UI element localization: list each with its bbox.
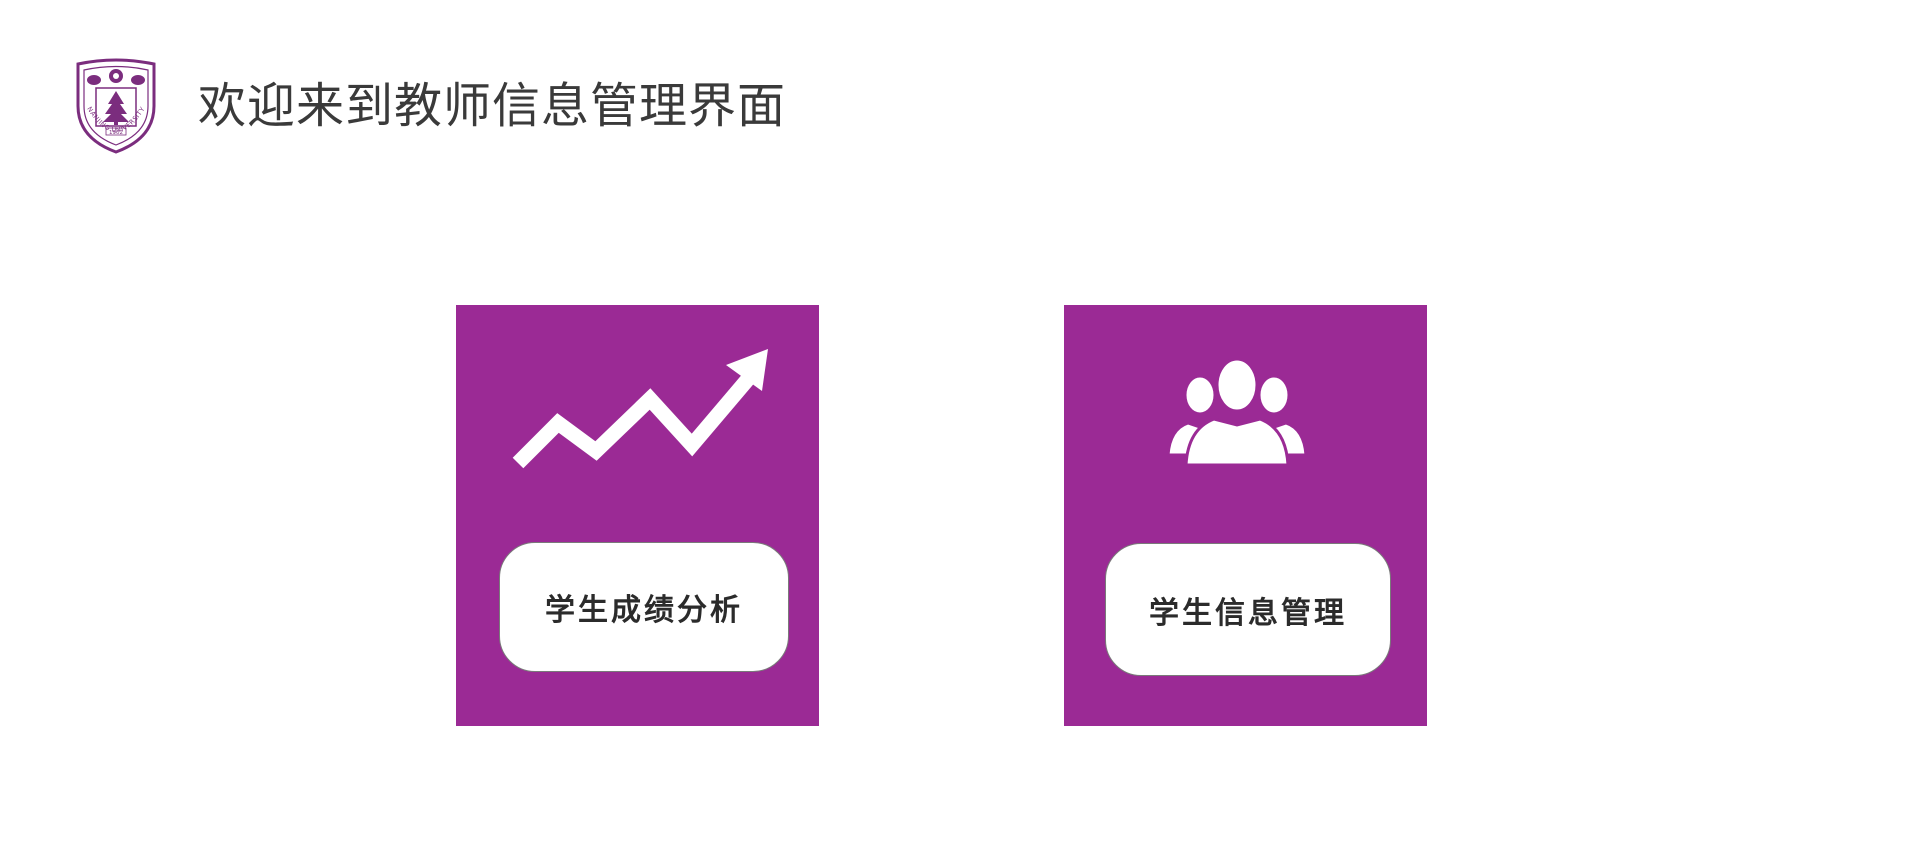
user-group-icon <box>1166 357 1308 467</box>
tile-score-analysis[interactable]: 学生成绩分析 <box>456 305 819 726</box>
student-info-management-button[interactable]: 学生信息管理 <box>1105 543 1391 676</box>
tile-student-info-management[interactable]: 学生信息管理 <box>1064 305 1427 726</box>
score-analysis-button[interactable]: 学生成绩分析 <box>499 542 789 672</box>
trend-up-arrow-icon <box>512 349 768 469</box>
page-header: 1902 NANJING UNIVERSITY 欢迎来到教师信息管理界面 <box>74 58 786 154</box>
page-title: 欢迎来到教师信息管理界面 <box>198 78 787 134</box>
svg-text:1902: 1902 <box>109 130 123 136</box>
university-logo-icon: 1902 NANJING UNIVERSITY <box>76 58 156 154</box>
